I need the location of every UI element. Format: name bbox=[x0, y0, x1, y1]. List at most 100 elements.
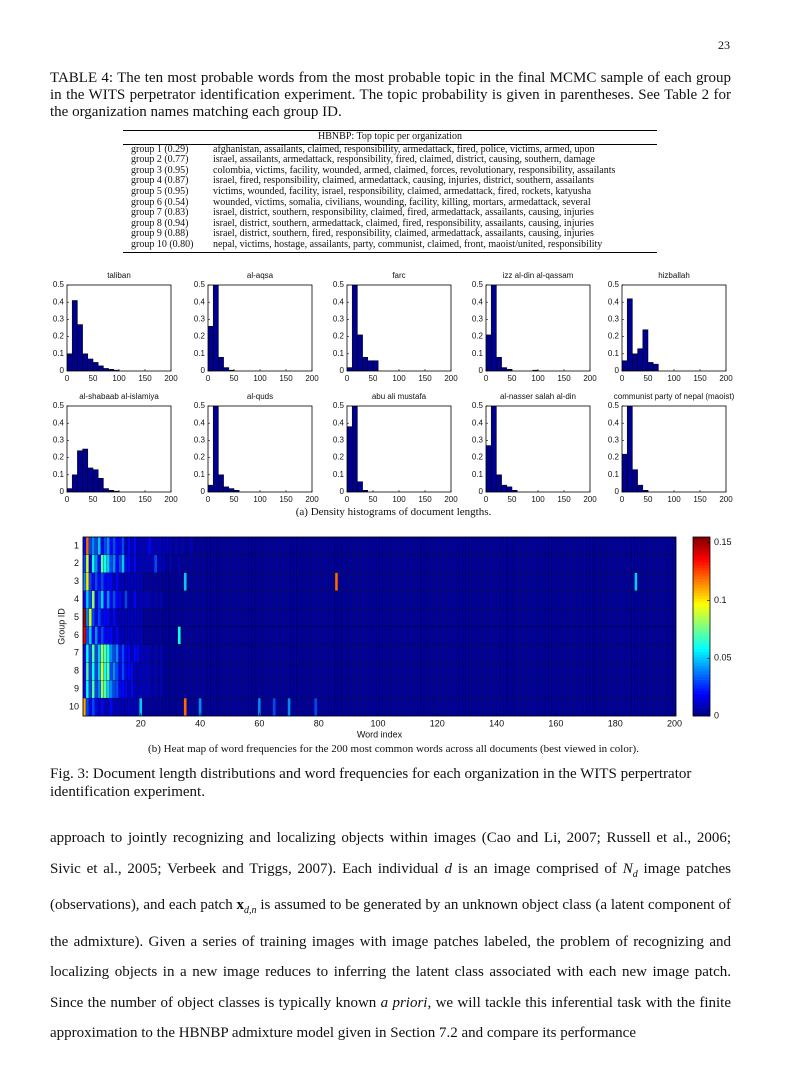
heatmap-cell bbox=[385, 536, 389, 556]
heatmap-cell bbox=[379, 590, 383, 609]
heatmap-cell bbox=[376, 572, 380, 591]
heatmap-cell bbox=[379, 662, 383, 681]
heatmap-cell bbox=[145, 554, 149, 573]
heatmap-cell bbox=[391, 536, 395, 556]
x-tick-label: 100 bbox=[667, 495, 681, 504]
text: , we will tackle this inferential task w… bbox=[50, 994, 732, 1042]
heatmap-cell bbox=[287, 662, 291, 681]
colorbar-swatch bbox=[693, 674, 710, 678]
heatmap-cell bbox=[385, 590, 389, 609]
heatmap-cell bbox=[646, 608, 650, 627]
heatmap-cell bbox=[601, 590, 605, 609]
heatmap-cell bbox=[352, 536, 356, 556]
y-tick-label: 0.3 bbox=[608, 436, 620, 445]
colorbar-swatch bbox=[693, 618, 710, 622]
heatmap-cell bbox=[364, 662, 368, 681]
heatmap-cell bbox=[489, 697, 493, 717]
heatmap-cell bbox=[403, 536, 407, 556]
heatmap-cell bbox=[560, 572, 564, 591]
heatmap-cell bbox=[453, 608, 457, 627]
heatmap-cell bbox=[492, 536, 496, 556]
heatmap-cell bbox=[521, 626, 525, 645]
y-tick-label: 0.3 bbox=[194, 315, 206, 324]
heatmap-cell bbox=[207, 626, 211, 645]
heatmap-cell bbox=[340, 590, 345, 609]
heatmap-cell bbox=[477, 680, 481, 699]
heatmap-cell bbox=[320, 662, 324, 681]
heatmap-cell bbox=[248, 626, 253, 645]
bar bbox=[77, 324, 83, 371]
x-tick-label: 150 bbox=[279, 495, 293, 504]
heatmap-cell bbox=[616, 626, 620, 645]
heatmap-cell bbox=[557, 680, 561, 699]
heatmap-cell bbox=[474, 608, 478, 627]
heatmap-cell bbox=[578, 680, 582, 699]
heatmap-cell bbox=[646, 697, 650, 717]
heatmap-cell bbox=[299, 572, 303, 591]
heatmap-cell bbox=[177, 554, 181, 573]
y-tick-label: 0 bbox=[479, 366, 484, 375]
colorbar-tick-label: 0.05 bbox=[714, 653, 732, 663]
heatmap-cell bbox=[616, 608, 620, 627]
x-tick-label: 150 bbox=[418, 374, 432, 383]
heatmap-cell bbox=[500, 626, 505, 645]
heatmap-cell bbox=[661, 662, 665, 681]
heatmap-cell bbox=[640, 626, 644, 645]
heatmap-cell bbox=[106, 662, 110, 681]
heatmap-cell bbox=[242, 680, 247, 699]
x-tick-label: 100 bbox=[253, 495, 267, 504]
heatmap-cell bbox=[260, 590, 264, 609]
heatmap-cell bbox=[216, 697, 220, 717]
heatmap-cell bbox=[112, 697, 116, 717]
heatmap-cell bbox=[607, 662, 611, 681]
heatmap-cell bbox=[495, 536, 499, 556]
heatmap-cell bbox=[210, 554, 214, 573]
group-cell: group 5 (0.95) bbox=[131, 185, 189, 197]
heatmap-cell bbox=[272, 536, 276, 556]
heatmap-cell bbox=[168, 680, 173, 699]
heatmap-cell bbox=[586, 590, 591, 609]
heatmap-cell bbox=[231, 644, 235, 663]
heatmap-cell bbox=[358, 626, 362, 645]
heatmap-cell bbox=[207, 662, 211, 681]
heatmap-cell bbox=[112, 608, 116, 627]
heatmap-cell bbox=[631, 608, 635, 627]
bars bbox=[67, 300, 120, 371]
heatmap-cell bbox=[586, 662, 591, 681]
x-tick-label: 0 bbox=[345, 495, 350, 504]
heatmap-cell bbox=[453, 644, 457, 663]
heatmap-cell bbox=[293, 662, 297, 681]
heatmap-cell bbox=[278, 590, 282, 609]
heatmap-cell bbox=[447, 662, 451, 681]
heatmap-cell bbox=[503, 608, 508, 627]
heatmap-cell bbox=[240, 697, 244, 717]
chart-title: taliban bbox=[107, 271, 131, 280]
y-tick-label: 0.3 bbox=[608, 315, 620, 324]
heatmap-cell bbox=[563, 644, 567, 663]
colorbar-swatch bbox=[693, 545, 710, 549]
heatmap-cell bbox=[385, 662, 389, 681]
heatmap-cell bbox=[575, 680, 579, 699]
heatmap-cell bbox=[245, 662, 250, 681]
heatmap-cell bbox=[287, 590, 291, 609]
heatmap-cell bbox=[539, 536, 543, 556]
heatmap-cell bbox=[646, 644, 650, 663]
heatmap-cell bbox=[121, 536, 125, 556]
heatmap-cell bbox=[569, 626, 573, 645]
heatmap-cell bbox=[254, 590, 259, 609]
y-tick-label: 1 bbox=[74, 540, 79, 550]
heatmap-cell bbox=[598, 608, 602, 627]
heatmap-cell bbox=[637, 662, 641, 681]
y-tick-label: 0.1 bbox=[194, 470, 206, 479]
heatmap-cell bbox=[358, 662, 362, 681]
x-tick-label: 150 bbox=[693, 374, 707, 383]
heatmap-cell bbox=[406, 554, 410, 573]
heatmap-cell bbox=[640, 572, 644, 591]
heatmap-cell bbox=[586, 626, 591, 645]
heatmap-cell bbox=[201, 644, 205, 663]
heatmap-cell bbox=[361, 572, 365, 591]
heatmap-cell bbox=[331, 644, 336, 663]
heatmap-cell bbox=[352, 644, 356, 663]
heatmap-cell bbox=[649, 644, 653, 663]
heatmap-cell bbox=[85, 572, 90, 591]
